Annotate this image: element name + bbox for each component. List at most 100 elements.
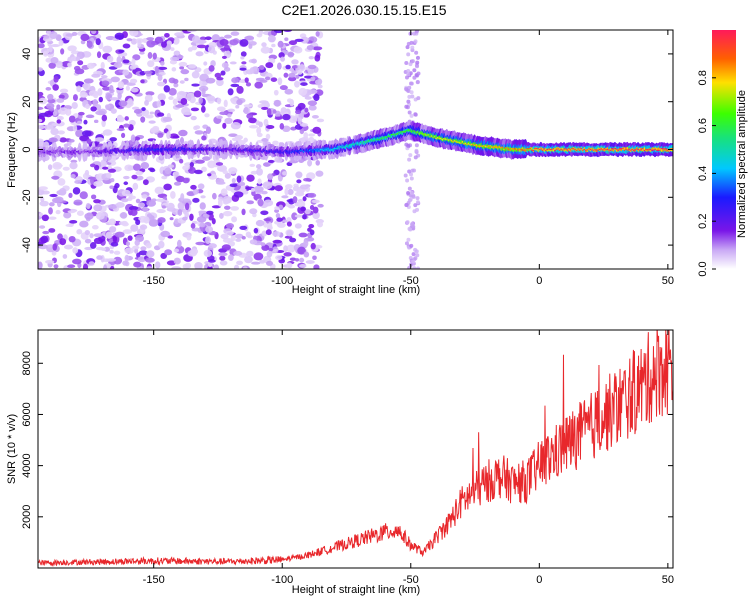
heatmap-cell <box>109 137 117 142</box>
heatmap-cell <box>414 143 419 148</box>
heatmap-cell <box>236 85 244 94</box>
heatmap-cell <box>282 113 291 121</box>
heatmap-cell <box>219 260 228 266</box>
heatmap-cell <box>216 181 226 185</box>
heatmap-cell <box>407 169 412 174</box>
heatmap-cell <box>275 110 281 118</box>
heatmap-cell <box>167 164 175 169</box>
heatmap-cell <box>47 164 53 171</box>
heatmap-cell <box>306 172 316 180</box>
heatmap-cell <box>223 66 231 72</box>
heatmap-cell <box>135 219 141 226</box>
heatmap-cell <box>137 202 146 208</box>
heatmap-cell <box>230 31 240 36</box>
heatmap-cell <box>45 57 53 63</box>
heatmap-cell <box>241 61 247 65</box>
heatmap-cell <box>228 133 238 138</box>
heatmap-cell <box>283 30 293 33</box>
heatmap-cell <box>244 255 253 264</box>
heatmap-cell <box>59 88 69 93</box>
heatmap-cell <box>213 264 220 269</box>
heatmap-cell <box>224 117 233 124</box>
heatmap-cell <box>409 90 414 95</box>
snr-x-tick-label: -100 <box>271 574 293 586</box>
heatmap-x-tick-label: 50 <box>662 275 674 287</box>
heatmap-cell <box>404 60 409 65</box>
heatmap-cell <box>186 191 195 197</box>
heatmap-cell <box>84 212 94 220</box>
heatmap-cell <box>84 169 90 176</box>
figure-title: C2E1.2026.030.15.15.E15 <box>281 2 446 18</box>
heatmap-cell <box>249 208 258 215</box>
heatmap-cell <box>91 194 97 200</box>
heatmap-cell <box>100 159 107 166</box>
heatmap-cell <box>86 40 93 48</box>
heatmap-cell <box>89 233 94 239</box>
heatmap-cell <box>297 117 303 125</box>
heatmap-cell <box>251 261 261 265</box>
heatmap-cell <box>256 126 262 135</box>
heatmap-cell <box>173 181 182 186</box>
heatmap-cell <box>205 225 214 233</box>
heatmap-cell <box>274 185 283 192</box>
heatmap-cell <box>42 230 50 235</box>
heatmap-cell <box>276 217 283 222</box>
heatmap-cell <box>274 206 281 211</box>
heatmap-cell <box>182 216 188 221</box>
heatmap-cell <box>285 184 293 190</box>
heatmap-cell <box>414 148 419 153</box>
heatmap-cell <box>103 264 108 269</box>
snr-x-tick-label: 0 <box>536 574 542 586</box>
heatmap-cell <box>259 100 269 104</box>
heatmap-cell <box>48 44 53 53</box>
heatmap-cell <box>405 178 410 183</box>
heatmap-cell <box>304 208 311 215</box>
heatmap-cell <box>294 38 304 43</box>
heatmap-cell <box>408 227 413 232</box>
heatmap-cell <box>145 91 155 96</box>
heatmap-cell <box>161 175 168 180</box>
heatmap-cell <box>312 255 317 261</box>
heatmap-cell <box>288 115 298 123</box>
heatmap-cell <box>405 220 410 225</box>
heatmap-cell <box>186 234 192 241</box>
heatmap-cell <box>141 194 148 199</box>
heatmap-cell <box>154 186 165 195</box>
heatmap-cell <box>276 62 282 70</box>
heatmap-cell <box>67 264 76 269</box>
heatmap-cell <box>303 177 312 182</box>
colorbar-tick-label: 0.0 <box>697 261 709 276</box>
heatmap-cell <box>164 32 170 38</box>
heatmap-y-tick-label: 0 <box>21 146 33 152</box>
heatmap-cell <box>203 61 208 66</box>
heatmap-cell <box>75 56 81 62</box>
heatmap-cell <box>205 77 216 84</box>
heatmap-cell <box>131 58 136 66</box>
heatmap-cell <box>95 211 105 220</box>
heatmap-cell <box>410 222 415 227</box>
heatmap-cell <box>311 199 320 204</box>
heatmap-cell <box>304 107 309 113</box>
heatmap-cell <box>415 30 420 33</box>
heatmap-cell <box>230 83 240 88</box>
heatmap-cell <box>130 38 138 45</box>
heatmap-cell <box>45 244 55 248</box>
heatmap-cell <box>112 235 118 243</box>
heatmap-cell <box>118 221 124 226</box>
heatmap-cell <box>83 119 88 125</box>
heatmap-cell <box>50 44 60 48</box>
heatmap-cell <box>73 199 83 206</box>
heatmap-cell <box>286 244 296 253</box>
heatmap-cell <box>272 140 279 146</box>
heatmap-cell <box>223 200 229 205</box>
heatmap-cell <box>300 206 307 212</box>
heatmap-cell <box>194 169 203 174</box>
heatmap-cell <box>48 207 53 215</box>
heatmap-cell <box>172 78 179 84</box>
heatmap-cell <box>97 88 103 96</box>
heatmap-cell <box>227 240 236 247</box>
heatmap-cell <box>132 182 139 191</box>
heatmap-cell <box>140 116 146 123</box>
heatmap-cell <box>178 61 188 67</box>
heatmap-cell <box>406 190 411 195</box>
